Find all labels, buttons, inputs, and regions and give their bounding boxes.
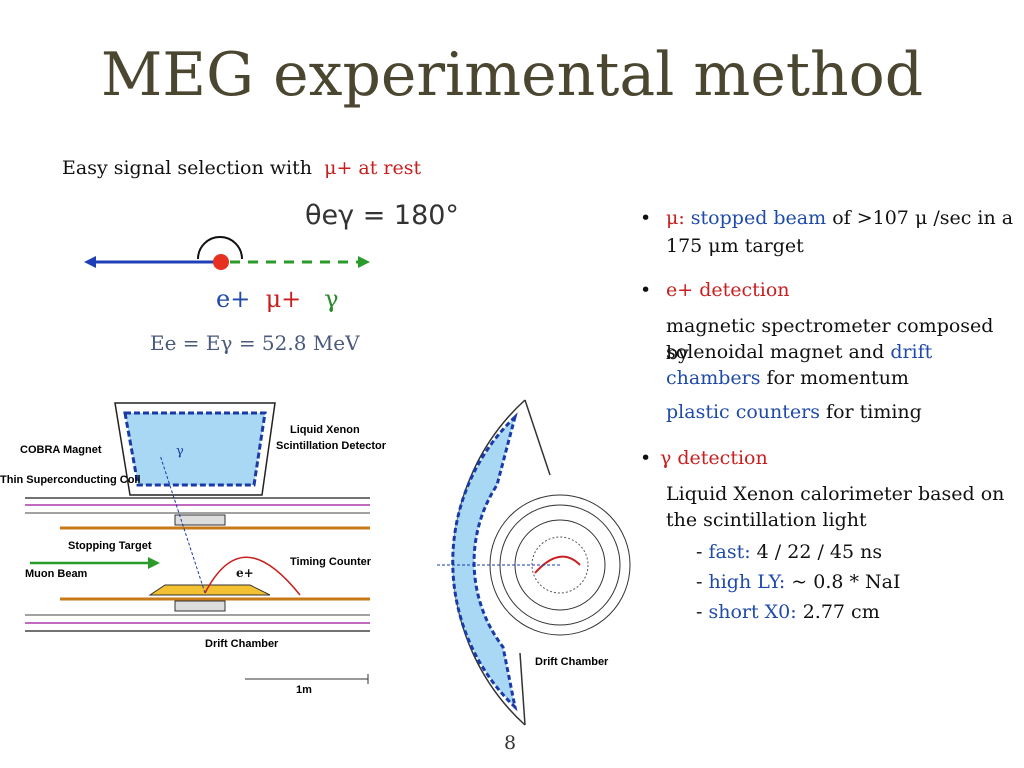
drift-label-2: Drift Chamber	[535, 656, 609, 668]
lxe-volume	[123, 411, 267, 487]
bullet-g-head: γ detection	[660, 445, 768, 472]
e-line4: plastic counters for timing	[666, 399, 922, 426]
lxe-label-2: Scintillation Detector	[276, 440, 387, 452]
detector-side-view	[25, 402, 370, 684]
decay-diagram	[84, 236, 370, 270]
detector-end-view	[435, 399, 631, 726]
g-sub1: - fast: 4 / 22 / 45 ns	[696, 541, 883, 563]
muon-beam-arrowhead	[148, 557, 160, 569]
coil-label: Thin Superconducting Coil	[0, 474, 141, 486]
intro-text: Easy signal selection with	[62, 157, 312, 179]
diagram-eplus-label: e+	[236, 566, 254, 580]
g-ly: high LY:	[708, 571, 786, 593]
gamma-label: γ	[324, 285, 339, 313]
g-sub2: - high LY: ~ 0.8 * NaI	[696, 571, 901, 593]
angle-label: θeγ = 180°	[305, 200, 459, 231]
g-x0: short X0:	[708, 601, 797, 623]
shell-edge	[524, 399, 551, 476]
gamma-arrowhead	[358, 256, 370, 268]
cobra-label: COBRA Magnet	[20, 444, 102, 456]
e-line2: solenoidal magnet and drift	[666, 339, 932, 366]
scale-label: 1m	[296, 684, 312, 696]
e-line3b: for momentum	[766, 367, 909, 389]
intro-line: Easy signal selection with μ+ at rest	[62, 157, 421, 179]
bullet-dot: •	[640, 207, 652, 229]
bullet-dot: •	[640, 447, 652, 469]
muon-beam-label: Muon Beam	[25, 568, 88, 580]
particle-labels: e+ μ+ γ	[216, 285, 339, 313]
support	[174, 514, 226, 526]
muon-label: μ+	[265, 285, 302, 313]
energy-equation: Ee = Eγ = 52.8 MeV	[150, 331, 360, 355]
page-number: 8	[504, 732, 517, 754]
e-line4b: for timing	[826, 401, 922, 423]
gamma-track	[159, 454, 206, 594]
e-chambers: chambers	[666, 367, 761, 389]
e-line3: chambers for momentum	[666, 365, 909, 392]
muon-dot	[213, 254, 229, 270]
bullet-mu-line2: 175 μm target	[666, 235, 804, 257]
e-line2a: solenoidal magnet and	[666, 341, 885, 363]
mu-rate: of >107 μ /sec in a	[832, 207, 1014, 229]
mu-prefix: μ:	[666, 207, 685, 229]
positron-label: e+	[216, 285, 251, 313]
g-fast-val: 4 / 22 / 45 ns	[750, 541, 883, 563]
e-line1: magnetic spectrometer composed by	[666, 315, 994, 364]
stopped-beam: stopped beam	[690, 207, 827, 229]
g-line2: the scintillation light	[666, 509, 867, 531]
support	[174, 600, 226, 612]
g-ly-val: ~ 0.8 * NaI	[785, 571, 901, 593]
diagram-gamma-label: γ	[176, 444, 184, 459]
chamber-ring	[531, 536, 589, 594]
e-drift: drift	[890, 341, 933, 363]
positron-arrowhead	[84, 256, 96, 268]
intro-highlight: μ+ at rest	[324, 157, 422, 179]
g-x0-val: 2.77 cm	[796, 601, 880, 623]
end-positron-track	[534, 555, 581, 574]
bullet-mu-line1: μ: stopped beam of >107 μ /sec in a	[666, 205, 1013, 232]
shell-edge	[519, 652, 526, 726]
g-fast: fast:	[708, 541, 751, 563]
g-line1: Liquid Xenon calorimeter based on	[666, 483, 1005, 505]
g-sub3: - short X0: 2.77 cm	[696, 601, 880, 623]
e-plastic: plastic counters	[666, 401, 820, 423]
drift-chamber-gold	[148, 584, 271, 596]
slide-title: MEG experimental method	[100, 40, 924, 110]
bullet-dot: •	[640, 279, 652, 301]
lxe-end-volume	[451, 412, 518, 712]
g-head: γ detection	[660, 447, 768, 469]
drift-label-1: Drift Chamber	[205, 638, 279, 650]
timing-label: Timing Counter	[290, 556, 372, 568]
stopping-label: Stopping Target	[68, 540, 152, 552]
angle-arc	[197, 236, 243, 260]
positron-track	[204, 556, 301, 596]
lxe-label-1: Liquid Xenon	[290, 424, 360, 436]
bullet-e-head: e+ detection	[666, 279, 790, 301]
